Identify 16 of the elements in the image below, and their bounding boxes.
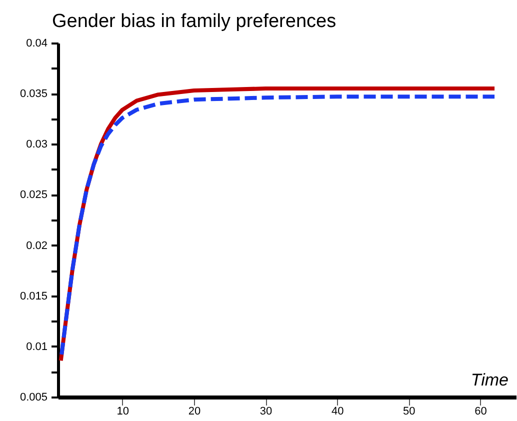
y-tick-label: 0.025 <box>20 189 48 202</box>
y-tick-label: 0.03 <box>26 138 48 151</box>
y-tick-label: 0.01 <box>26 340 48 353</box>
x-tick-label: 60 <box>474 406 487 418</box>
x-tick-label: 30 <box>260 406 272 418</box>
x-axis-title: Time <box>470 370 508 390</box>
y-tick-label: 0.015 <box>20 290 48 302</box>
y-tick-label: 0.005 <box>20 392 48 404</box>
y-tick-label: 0.035 <box>20 88 48 100</box>
x-tick-label: 40 <box>331 406 344 418</box>
x-tick-label: 20 <box>188 406 201 418</box>
y-tick-label: 0.04 <box>26 38 48 50</box>
x-tick-label: 10 <box>116 406 130 418</box>
x-tick-label: 50 <box>403 406 416 418</box>
chart-title: Gender bias in family preferences <box>52 11 336 32</box>
y-tick-label: 0.02 <box>26 240 48 252</box>
